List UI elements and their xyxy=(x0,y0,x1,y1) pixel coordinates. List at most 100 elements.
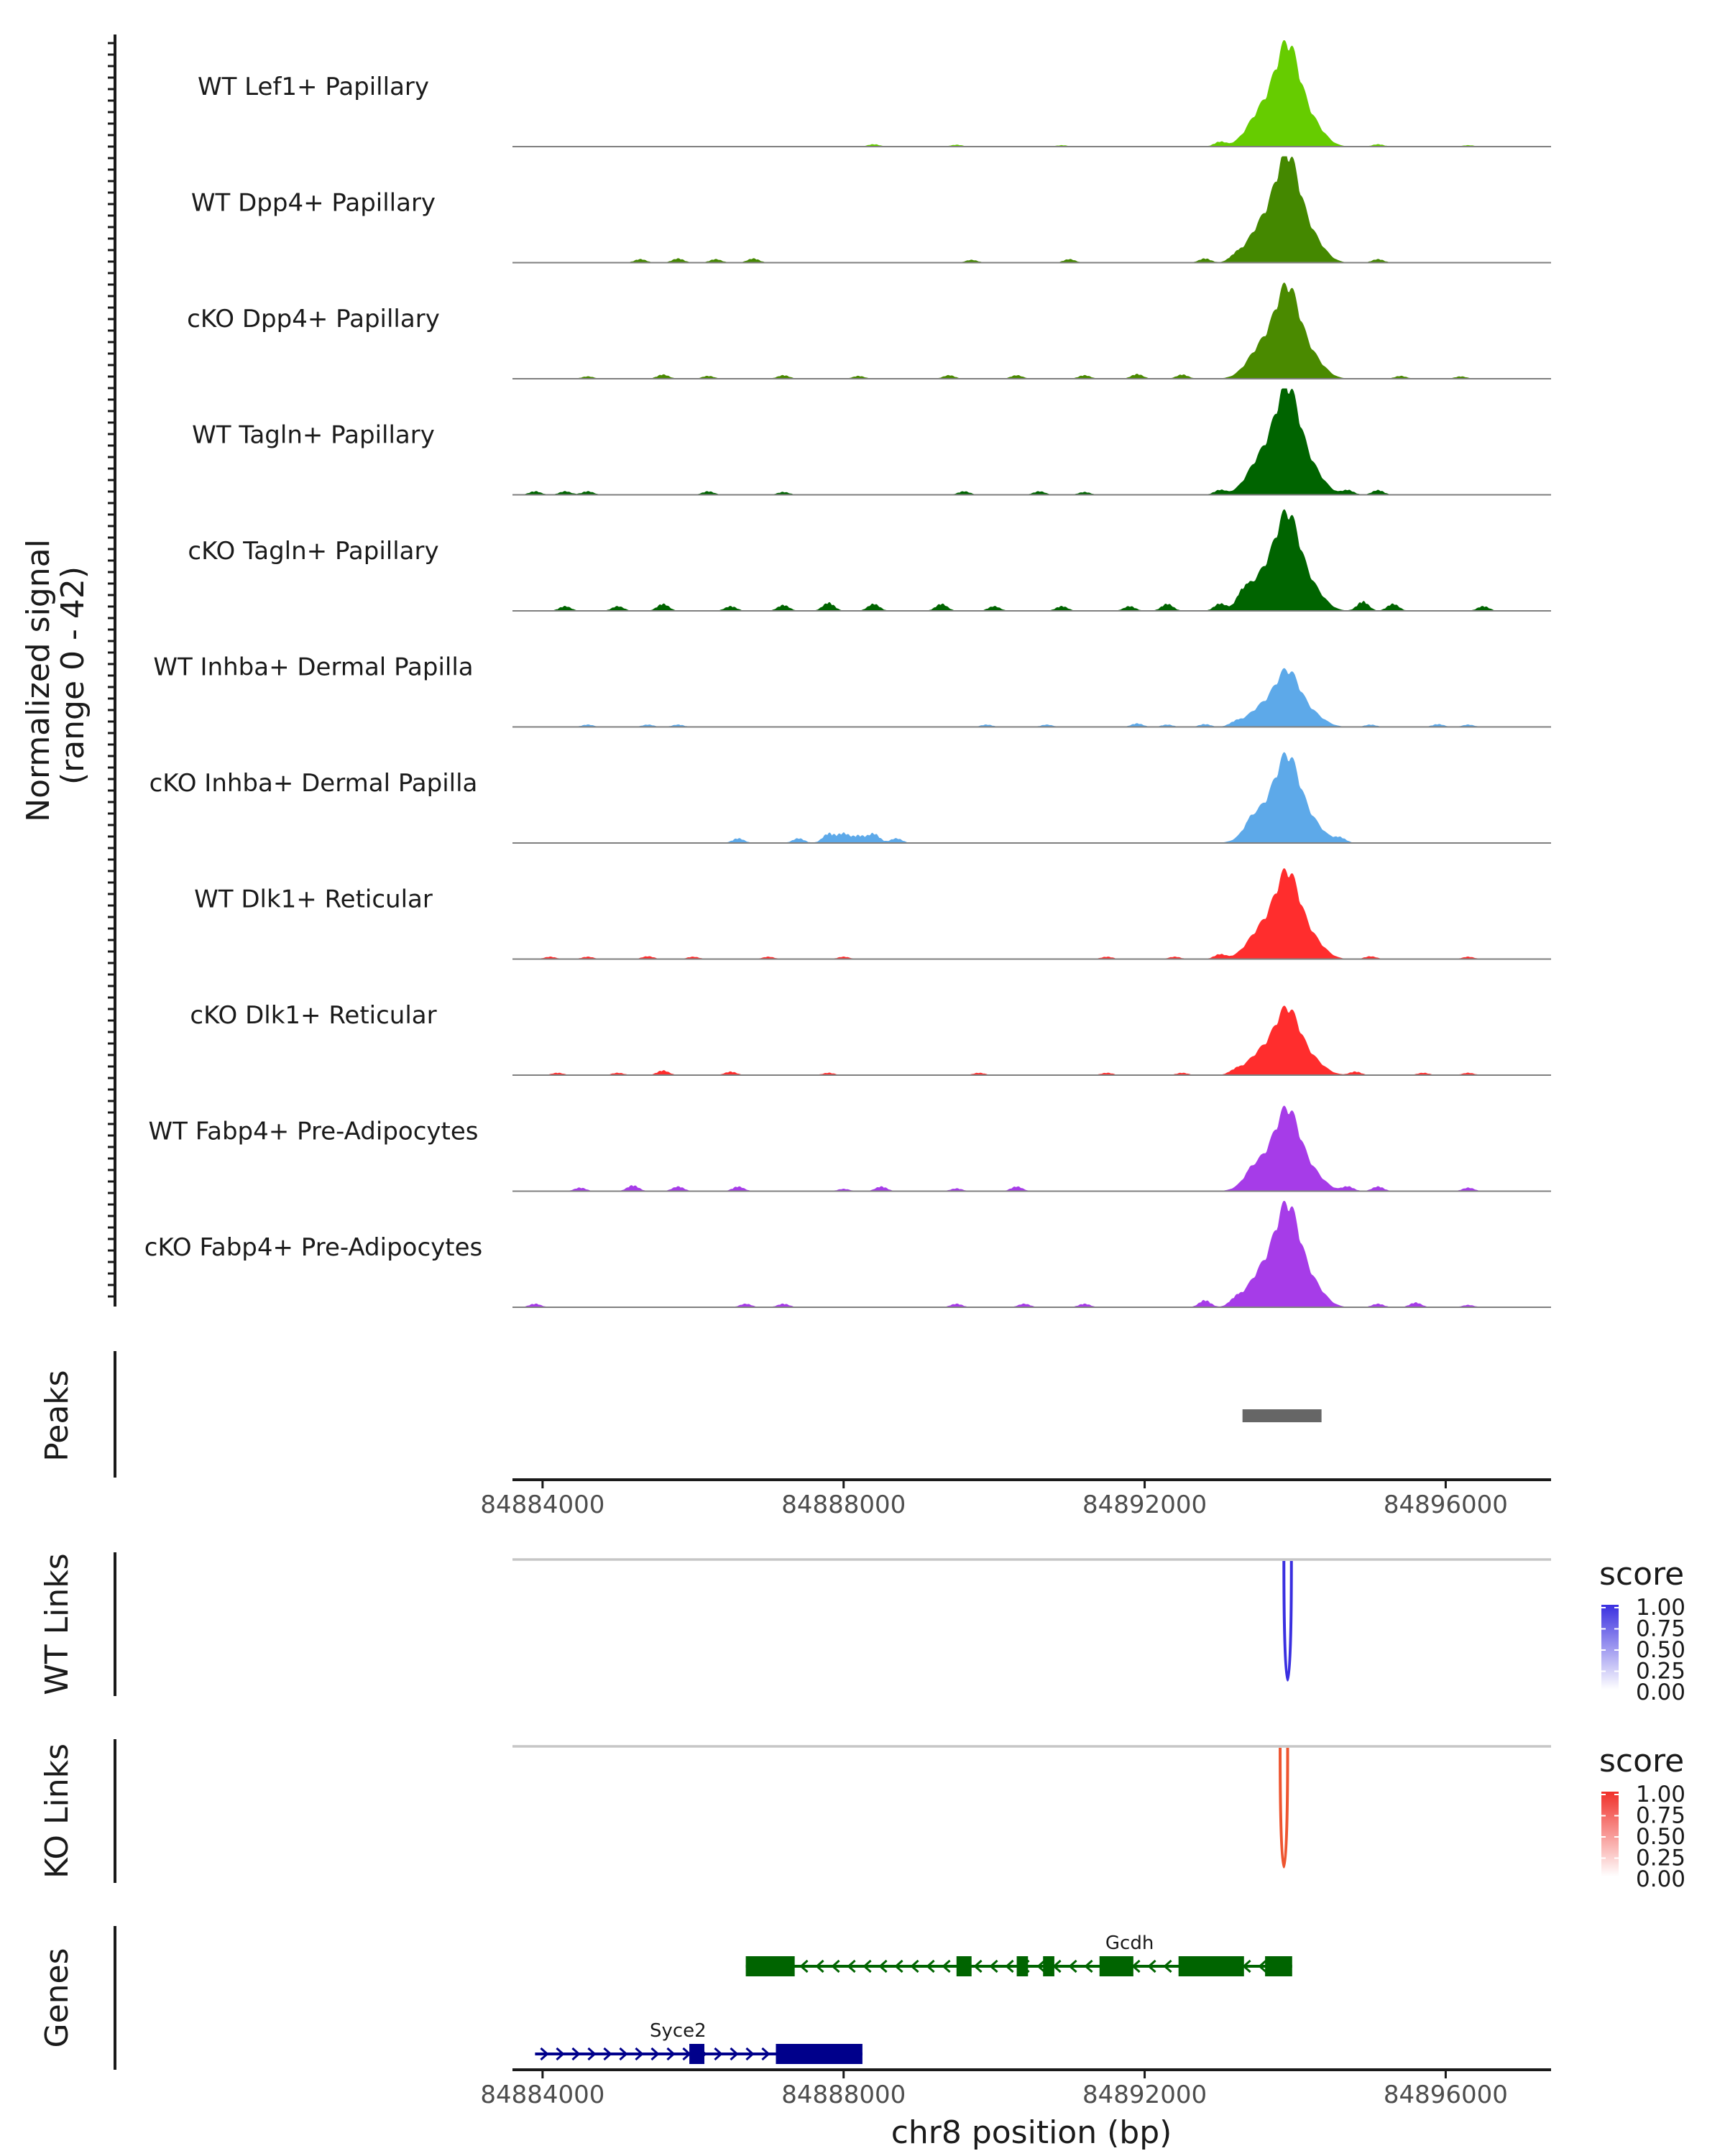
x-axis-title: chr8 position (bp) xyxy=(891,2114,1172,2151)
x-tick-label: 84892000 xyxy=(1082,2081,1207,2109)
x-tick-label: 84888000 xyxy=(781,2081,906,2109)
coverage-track: WT Dlk1+ Reticular xyxy=(194,868,1551,960)
coverage-track: WT Tagln+ Papillary xyxy=(192,388,1551,496)
coverage-ylabel: Normalized signal (range 0 - 42) xyxy=(20,529,91,822)
coverage-track: WT Lef1+ Papillary xyxy=(198,40,1551,147)
strand-arrow xyxy=(1163,1959,1172,1973)
strand-arrow xyxy=(1036,1959,1046,1973)
peaks-x-ticks: 84884000 84888000 84892000 84896000 xyxy=(480,1480,1508,1519)
strand-arrow xyxy=(540,2047,549,2061)
coverage-ylabel-line1: Normalized signal xyxy=(20,539,57,822)
strand-arrow xyxy=(730,2047,739,2061)
ko-legend-colorbar xyxy=(1601,1792,1619,1876)
x-tick-label: 84896000 xyxy=(1384,2081,1508,2109)
coverage-track: cKO Tagln+ Papillary xyxy=(188,509,1551,612)
coverage-area xyxy=(512,868,1551,959)
track-label: WT Tagln+ Papillary xyxy=(192,421,435,450)
genes-x-ticks: 84884000 84888000 84892000 84896000 xyxy=(480,2070,1508,2109)
legend-tick-label: 0.75 xyxy=(1636,1616,1685,1642)
gene-exon xyxy=(1178,1956,1244,1976)
coverage-track: cKO Fabp4+ Pre-Adipocytes xyxy=(144,1201,1551,1308)
gene-model: Gcdh xyxy=(745,1932,1292,1976)
strand-arrow xyxy=(587,2047,597,2061)
strand-arrow xyxy=(815,1959,824,1973)
wt-links-panel: WT Links score 1.000.750.500.250.00 xyxy=(39,1552,1685,1705)
peak-region xyxy=(1242,1409,1322,1422)
track-label: cKO Dlk1+ Reticular xyxy=(190,1001,436,1030)
strand-arrow xyxy=(556,2047,565,2061)
gene-exon xyxy=(689,2044,705,2064)
coverage-track: cKO Dlk1+ Reticular xyxy=(190,1001,1551,1076)
strand-arrow xyxy=(1258,1959,1267,1973)
wt-legend-colorbar xyxy=(1601,1605,1619,1690)
track-label: WT Inhba+ Dermal Papilla xyxy=(153,653,473,682)
track-label: cKO Inhba+ Dermal Papilla xyxy=(150,769,478,798)
ko-legend-ticks: 1.000.750.500.250.00 xyxy=(1601,1782,1685,1892)
coverage-panel: Normalized signal (range 0 - 42) WT Lef1… xyxy=(20,34,1551,1308)
peaks-label: Peaks xyxy=(39,1370,75,1461)
x-tick-label: 84892000 xyxy=(1082,1491,1207,1519)
strand-arrow xyxy=(650,2047,660,2061)
legend-tick-label: 0.25 xyxy=(1636,1659,1685,1685)
legend-tick-label: 0.00 xyxy=(1636,1866,1685,1892)
coverage-tracks: WT Lef1+ Papillary WT Dpp4+ Papillary cKO … xyxy=(144,40,1551,1308)
coverage-area xyxy=(512,668,1551,727)
track-label: cKO Dpp4+ Papillary xyxy=(187,305,440,333)
strand-arrow xyxy=(1147,1959,1156,1973)
wt-links-legend: score 1.000.750.500.250.00 xyxy=(1599,1556,1685,1705)
gene-model: Syce2 xyxy=(535,2020,862,2064)
track-label: WT Dpp4+ Papillary xyxy=(191,189,436,218)
coverage-area xyxy=(512,1201,1551,1307)
gene-exon xyxy=(776,2044,862,2064)
gene-models: Gcdh Syce2 xyxy=(535,1932,1292,2064)
strand-arrow xyxy=(942,1959,951,1973)
strand-arrow xyxy=(571,2047,581,2061)
strand-arrow xyxy=(745,2047,755,2061)
coverage-area xyxy=(512,156,1551,263)
legend-tick-label: 0.50 xyxy=(1636,1824,1685,1850)
track-label: cKO Fabp4+ Pre-Adipocytes xyxy=(144,1233,483,1262)
strand-arrow xyxy=(1068,1959,1077,1973)
legend-tick-label: 1.00 xyxy=(1636,1782,1685,1807)
genes-label: Genes xyxy=(39,1948,75,2047)
strand-arrow xyxy=(635,2047,644,2061)
x-tick-label: 84884000 xyxy=(480,2081,604,2109)
coverage-area xyxy=(512,509,1551,611)
coverage-area xyxy=(512,282,1551,379)
wt-links-label: WT Links xyxy=(39,1553,75,1695)
strand-arrow xyxy=(973,1959,983,1973)
peaks-panel: Peaks 84884000 84888000 84892000 84896000 xyxy=(39,1351,1551,1519)
gene-exon xyxy=(1265,1956,1292,1976)
strand-arrow xyxy=(666,2047,676,2061)
strand-arrow xyxy=(714,2047,723,2061)
strand-arrow xyxy=(619,2047,628,2061)
strand-arrow xyxy=(603,2047,612,2061)
gene-exon xyxy=(1099,1956,1133,1976)
strand-arrow xyxy=(878,1959,888,1973)
coverage-y-ticks xyxy=(108,42,115,1298)
strand-arrow xyxy=(894,1959,903,1973)
coverage-area xyxy=(512,40,1551,147)
strand-arrow xyxy=(862,1959,872,1973)
x-tick-label: 84888000 xyxy=(781,1491,906,1519)
coverage-track: WT Dpp4+ Papillary xyxy=(191,156,1551,264)
track-label: WT Dlk1+ Reticular xyxy=(194,885,433,914)
legend-tick-label: 1.00 xyxy=(1636,1595,1685,1621)
strand-arrow xyxy=(831,1959,840,1973)
gene-name-label: Syce2 xyxy=(650,2020,707,2042)
coverage-ylabel-line2: (range 0 - 42) xyxy=(55,566,91,785)
ko-links-legend: score 1.000.750.500.250.00 xyxy=(1599,1743,1685,1892)
coverage-track: cKO Inhba+ Dermal Papilla xyxy=(150,752,1551,844)
legend-tick-label: 0.00 xyxy=(1636,1680,1685,1705)
strand-arrow xyxy=(926,1959,935,1973)
strand-arrow xyxy=(989,1959,998,1973)
wt-legend-ticks: 1.000.750.500.250.00 xyxy=(1601,1595,1685,1705)
track-label: cKO Tagln+ Papillary xyxy=(188,537,438,566)
genes-panel: Genes Gcdh Syce2 84884000 84888000 84892000… xyxy=(39,1926,1551,2151)
ko-links-label: KO Links xyxy=(39,1743,75,1879)
legend-tick-label: 0.50 xyxy=(1636,1637,1685,1663)
coverage-area xyxy=(512,1005,1551,1075)
x-tick-label: 84884000 xyxy=(480,1491,604,1519)
ko-link-arc xyxy=(1279,1747,1289,1869)
